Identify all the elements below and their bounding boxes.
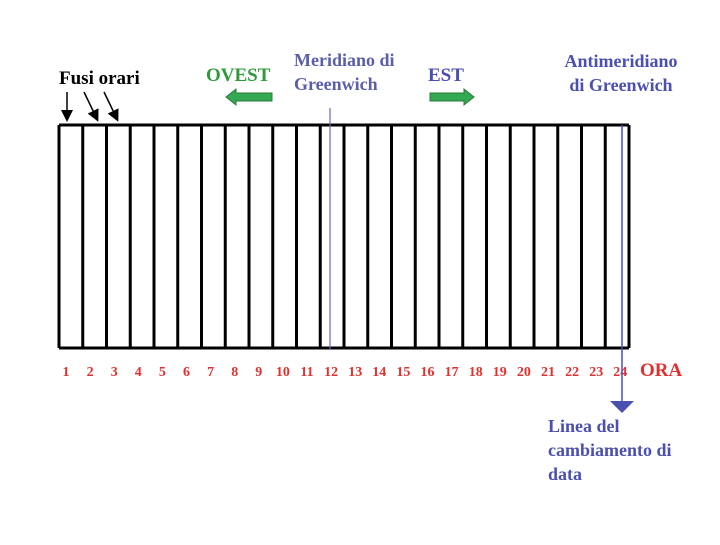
time-zones-label: Fusi orari [59,68,140,89]
date-line-label: Linea del [548,416,620,436]
west-label: OVEST [206,65,271,86]
antimeridian-label: di Greenwich [569,75,672,95]
zone-grid: 1 2 3 4 5 6 7 8 9 10 11 12 13 14 15 16 17 18 19 20 21 22 23 24 [57,123,631,380]
zone-number: 17 [445,365,459,380]
zone-number: 2 [87,365,94,380]
pointer-arrow [103,91,119,122]
zone-number: 6 [183,365,190,380]
hour-label: ORA [640,360,683,381]
zone-number: 3 [111,365,118,380]
zone-number: 11 [300,365,313,380]
west-arrow [225,87,273,107]
zone-number: 12 [324,365,338,380]
east-label: EST [428,65,464,86]
zone-number: 19 [493,365,507,380]
date-line-arrowhead [610,401,634,413]
zone-number: 14 [372,365,386,380]
zone-number: 23 [589,365,603,380]
east-arrow [429,87,475,107]
meridian-label: Meridiano di [294,50,395,70]
zone-number: 10 [276,365,290,380]
pointer-arrow [83,91,99,122]
zone-number: 15 [396,365,410,380]
zone-number: 18 [469,365,483,380]
zone-number: 22 [565,365,579,380]
zone-number: 20 [517,365,531,380]
date-line-label: data [548,464,582,484]
zone-number: 21 [541,365,555,380]
zone-number: 24 [613,365,627,380]
zone-number: 4 [135,365,142,380]
antimeridian-label: Antimeridiano [564,51,677,71]
zone-number: 9 [255,365,262,380]
date-line-label: cambiamento di [548,440,672,460]
zone-number: 13 [348,365,362,380]
zone-number: 5 [159,365,166,380]
zone-number: 8 [231,365,238,380]
zone-number: 16 [421,365,435,380]
zone-number: 1 [63,365,70,380]
meridian-label: Greenwich [294,74,378,94]
zone-number: 7 [207,365,214,380]
